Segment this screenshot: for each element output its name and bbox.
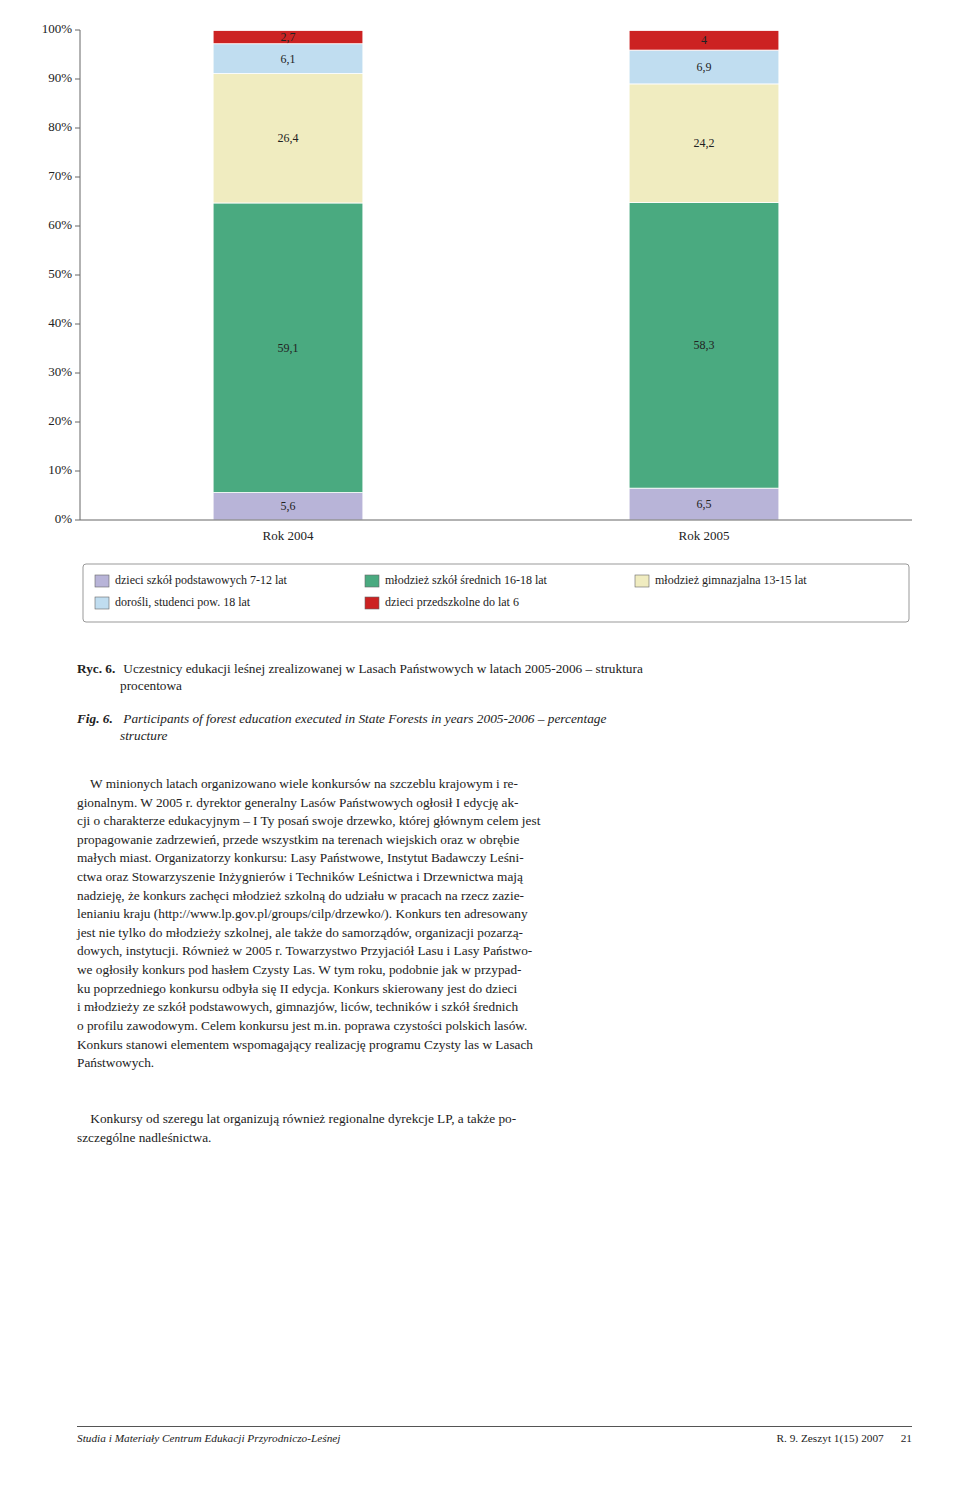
bar-segment bbox=[213, 493, 363, 520]
bar-segment bbox=[629, 202, 779, 488]
y-tick bbox=[75, 128, 80, 129]
legend-entry: dzieci przedszkolne do lat 6 bbox=[385, 595, 519, 609]
data-label: 59,1 bbox=[278, 341, 299, 355]
footer-left: Studia i Materiały Centrum Edukacji Przy… bbox=[77, 1432, 340, 1444]
y-tick-label: 50% bbox=[48, 266, 72, 281]
y-tick bbox=[75, 79, 80, 80]
bar-segment bbox=[213, 203, 363, 493]
caption-english: Fig. 6. Participants of forest education… bbox=[77, 710, 912, 745]
data-labels: 5,6 6,5 59,1 58,3 26,4 24,2 6,1 6,9 2,7 4 bbox=[278, 30, 715, 513]
legend-entry: dzieci szkół podstawowych 7-12 lat bbox=[115, 573, 288, 587]
footer-right: R. 9. Zeszyt 1(15) 2007 21 bbox=[776, 1432, 912, 1444]
legend-entry: młodzież szkół średnich 16-18 lat bbox=[385, 573, 548, 587]
y-tick bbox=[75, 373, 80, 374]
y-tick-label: 60% bbox=[48, 217, 72, 232]
x-axis-line bbox=[80, 520, 912, 521]
data-label: 24,2 bbox=[694, 136, 715, 150]
y-axis-line bbox=[80, 30, 81, 520]
data-label: 6,1 bbox=[281, 52, 296, 66]
caption: Ryc. 6. Uczestnicy edukacji leśnej zreal… bbox=[77, 660, 912, 695]
y-tick-label: 100% bbox=[42, 21, 73, 36]
y-tick bbox=[75, 520, 80, 521]
bar-segment bbox=[213, 44, 363, 74]
caption-english-prefix: Fig. 6. bbox=[77, 710, 120, 727]
bar-segment bbox=[213, 74, 363, 203]
y-tick-label: 80% bbox=[48, 119, 72, 134]
y-tick bbox=[75, 324, 80, 325]
body-text: Konkursy od szeregu lat organizują równi… bbox=[77, 1110, 912, 1147]
legend-swatch bbox=[365, 575, 379, 587]
x-axis: Rok 2004 Rok 2005 bbox=[80, 520, 912, 543]
y-tick bbox=[75, 422, 80, 423]
bars bbox=[213, 30, 779, 520]
chart: 0%10%20%30%40%50%60%70%80%90%100%5,66,55… bbox=[0, 0, 960, 640]
y-tick bbox=[75, 177, 80, 178]
legend-swatch bbox=[635, 575, 649, 587]
bar-segment bbox=[629, 30, 779, 50]
data-label: 6,9 bbox=[697, 60, 712, 74]
x-tick-label: Rok 2005 bbox=[679, 528, 730, 543]
footer-line bbox=[77, 1426, 912, 1427]
x-tick-label: Rok 2004 bbox=[263, 528, 314, 543]
bar-segment bbox=[629, 488, 779, 520]
legend-entry: dorośli, studenci pow. 18 lat bbox=[115, 595, 251, 609]
data-label: 58,3 bbox=[694, 338, 715, 352]
bar-segment bbox=[213, 30, 363, 43]
y-tick bbox=[75, 30, 80, 31]
legend: dzieci szkół podstawowych 7-12 lat młodzi… bbox=[83, 564, 909, 622]
caption-english-text: Participants of forest education execute… bbox=[120, 710, 606, 745]
bar-segment bbox=[629, 50, 779, 84]
caption-text: Uczestnicy edukacji leśnej zrealizowanej… bbox=[120, 660, 643, 695]
y-tick bbox=[75, 471, 80, 472]
data-label: 6,5 bbox=[697, 497, 712, 511]
caption-prefix: Ryc. 6. bbox=[77, 660, 120, 677]
y-tick-label: 40% bbox=[48, 315, 72, 330]
legend-swatch bbox=[365, 597, 379, 609]
data-label: 26,4 bbox=[278, 131, 299, 145]
legend-entry: młodzież gimnazjalna 13-15 lat bbox=[655, 573, 807, 587]
data-label: 5,6 bbox=[281, 499, 296, 513]
y-tick-label: 10% bbox=[48, 462, 72, 477]
legend-frame bbox=[83, 564, 909, 622]
y-tick-label: 20% bbox=[48, 413, 72, 428]
y-tick-label: 30% bbox=[48, 364, 72, 379]
y-tick bbox=[75, 275, 80, 276]
data-label: 2,7 bbox=[281, 30, 296, 44]
legend-swatch bbox=[95, 575, 109, 587]
body-text: W minionych latach organizowano wiele ko… bbox=[77, 775, 912, 1073]
data-label: 4 bbox=[701, 33, 707, 47]
y-tick-label: 0% bbox=[55, 511, 73, 526]
bar-segment bbox=[629, 84, 779, 203]
y-axis: 0% 10% 20% 30% 40% 50% 60% 70% 80% 90% 100% bbox=[42, 21, 80, 526]
y-tick bbox=[75, 226, 80, 227]
legend-swatch bbox=[95, 597, 109, 609]
y-tick-label: 90% bbox=[48, 70, 72, 85]
y-tick-label: 70% bbox=[48, 168, 72, 183]
